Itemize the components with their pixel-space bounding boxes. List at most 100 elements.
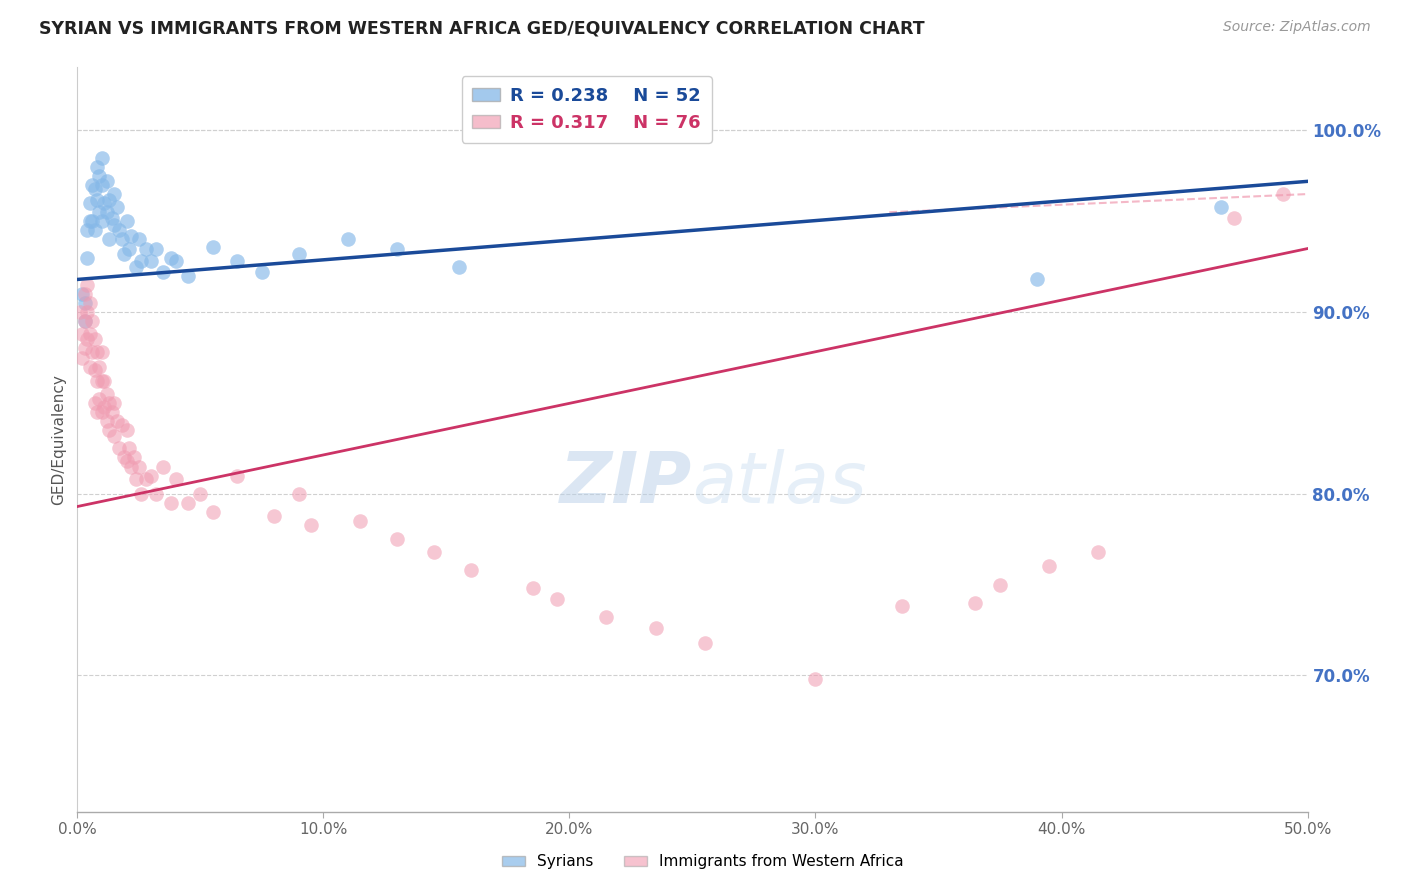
Point [90, 374, 114, 388]
Point [108, 223, 131, 237]
Point [96, 205, 118, 219]
Point [141, 254, 163, 268]
Point [96, 174, 118, 188]
Point [226, 468, 249, 483]
Point [103, 187, 125, 202]
Point [93, 400, 115, 414]
Text: ZIP: ZIP [560, 450, 693, 518]
Point [190, 487, 212, 501]
Point [522, 582, 544, 596]
Point [1038, 559, 1060, 574]
Point [76, 251, 98, 265]
Point [79, 326, 101, 341]
Point [76, 223, 98, 237]
Point [890, 599, 912, 614]
Point [131, 254, 153, 268]
Point [79, 296, 101, 310]
Text: SYRIAN VS IMMIGRANTS FROM WESTERN AFRICA GED/EQUIVALENCY CORRELATION CHART: SYRIAN VS IMMIGRANTS FROM WESTERN AFRICA… [39, 20, 925, 37]
Point [1223, 211, 1246, 225]
Point [70, 287, 93, 301]
Point [98, 396, 121, 410]
Point [86, 374, 108, 388]
Point [111, 232, 132, 246]
Point [988, 577, 1011, 591]
Legend: R = 0.238    N = 52, R = 0.317    N = 76: R = 0.238 N = 52, R = 0.317 N = 76 [461, 76, 711, 143]
Point [288, 247, 311, 261]
Point [103, 428, 125, 442]
Point [69, 305, 91, 319]
Point [447, 260, 470, 274]
Point [460, 563, 482, 577]
Point [86, 193, 108, 207]
Point [70, 326, 93, 341]
Point [115, 214, 138, 228]
Point [423, 545, 446, 559]
Point [387, 533, 409, 547]
Point [644, 621, 666, 635]
Text: atlas: atlas [693, 450, 868, 518]
Point [79, 196, 101, 211]
Point [125, 260, 148, 274]
Point [145, 242, 167, 256]
Point [96, 387, 118, 401]
Point [122, 450, 145, 465]
Point [70, 351, 93, 365]
Legend: Syrians, Immigrants from Western Africa: Syrians, Immigrants from Western Africa [496, 848, 910, 875]
Point [1026, 272, 1049, 286]
Point [337, 232, 360, 246]
Point [152, 265, 174, 279]
Point [263, 508, 285, 523]
Point [135, 242, 157, 256]
Point [177, 268, 200, 283]
Point [86, 345, 108, 359]
Point [250, 265, 273, 279]
Point [76, 305, 98, 319]
Point [112, 450, 135, 465]
Point [201, 505, 224, 519]
Text: Source: ZipAtlas.com: Source: ZipAtlas.com [1223, 20, 1371, 34]
Point [83, 181, 105, 195]
Point [83, 396, 105, 410]
Point [111, 417, 132, 432]
Point [103, 218, 125, 232]
Point [98, 193, 121, 207]
Point [86, 160, 108, 174]
Point [90, 214, 114, 228]
Point [965, 596, 987, 610]
Point [93, 374, 115, 388]
Point [90, 151, 114, 165]
Point [118, 442, 141, 456]
Point [125, 472, 148, 486]
Point [1211, 200, 1233, 214]
Point [387, 242, 409, 256]
Point [73, 296, 96, 310]
Point [96, 414, 118, 428]
Point [288, 487, 311, 501]
Point [141, 468, 163, 483]
Point [89, 359, 111, 374]
Point [349, 514, 371, 528]
Point [115, 454, 138, 468]
Point [89, 392, 111, 407]
Point [83, 332, 105, 346]
Point [101, 405, 124, 419]
Point [299, 517, 322, 532]
Point [105, 200, 128, 214]
Point [112, 247, 135, 261]
Point [89, 205, 111, 219]
Point [82, 314, 104, 328]
Point [1087, 545, 1109, 559]
Y-axis label: GED/Equivalency: GED/Equivalency [51, 374, 66, 505]
Point [82, 214, 104, 228]
Point [82, 178, 104, 192]
Point [79, 359, 101, 374]
Point [152, 459, 174, 474]
Point [73, 287, 96, 301]
Point [90, 405, 114, 419]
Point [165, 254, 187, 268]
Point [145, 487, 167, 501]
Point [108, 442, 131, 456]
Point [82, 345, 104, 359]
Point [105, 414, 128, 428]
Point [93, 196, 115, 211]
